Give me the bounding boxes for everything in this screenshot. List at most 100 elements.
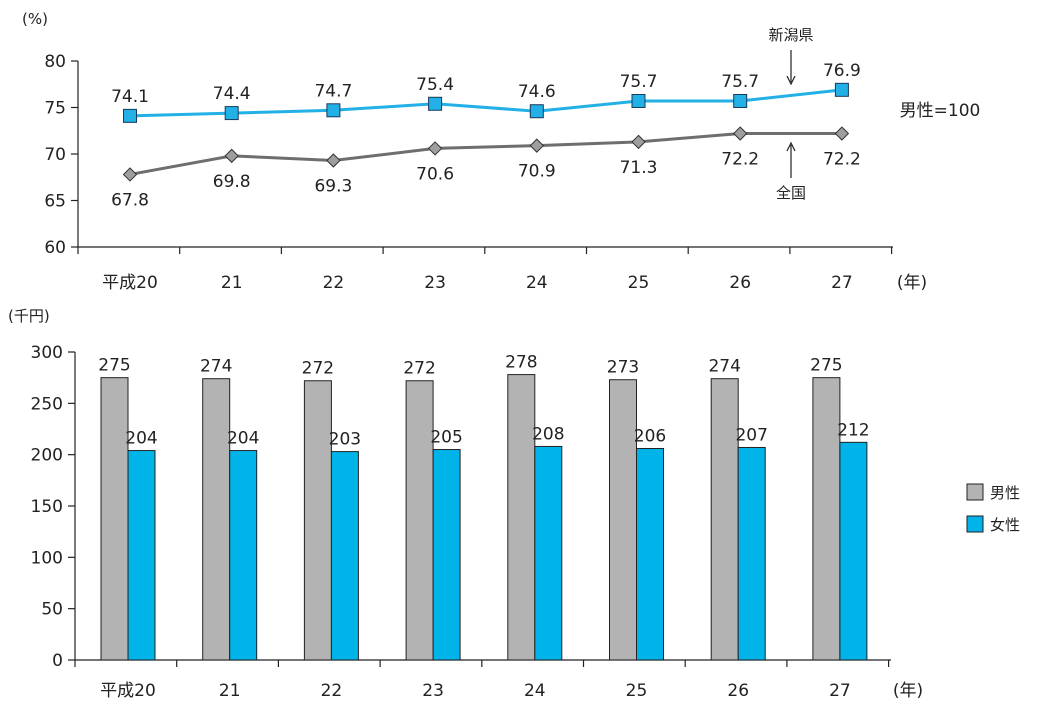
data-point-diamond: [122, 167, 138, 182]
bar-value-label: 204: [125, 429, 157, 449]
bar-chart-x-unit-label: (年): [893, 681, 923, 701]
bar: [839, 441, 868, 661]
bar-chart-y-tick-label: 100: [31, 548, 63, 568]
bar-value-label: 204: [227, 429, 259, 449]
bar-chart-x-tick-label: 24: [524, 681, 546, 701]
data-label: 75.7: [721, 72, 759, 92]
bar-value-label: 274: [708, 357, 740, 377]
bar-value-label: 272: [302, 359, 334, 379]
bar-chart-x-tick-label: 22: [321, 681, 343, 701]
bar-chart-x-tick-label: 26: [727, 681, 749, 701]
line-chart-y-tick-label: 65: [44, 192, 66, 212]
line-chart-y-tick-label: 75: [44, 99, 66, 119]
bar-chart-x-tick-label: 25: [626, 681, 648, 701]
bar-chart-y-tick-label: 150: [31, 497, 63, 517]
bar-chart-x-tick-label: 27: [829, 681, 851, 701]
bar-value-label: 212: [837, 420, 869, 440]
data-point-square: [224, 106, 239, 121]
series-annotations: 新潟県 全国: [768, 26, 813, 202]
series-line: [129, 88, 843, 118]
legend-swatch-female: [966, 515, 984, 533]
data-label: 72.2: [721, 150, 759, 170]
bar-chart-y-tick-label: 0: [52, 651, 63, 671]
data-point-square: [834, 82, 849, 97]
bar: [405, 380, 434, 661]
data-point-square: [123, 108, 137, 123]
line-chart-x-unit-label: (年): [897, 273, 927, 293]
bar-value-label: 278: [505, 353, 537, 373]
bar: [534, 445, 563, 661]
bar-value-label: 274: [200, 357, 232, 377]
data-label: 72.2: [823, 150, 861, 170]
data-label: 70.9: [518, 162, 556, 182]
data-label: 75.7: [620, 72, 658, 92]
bar-chart-legend: 男性 女性: [966, 483, 1020, 534]
bar-value-label: 205: [430, 428, 462, 448]
data-label: 69.3: [314, 177, 352, 197]
data-point-square: [529, 104, 544, 119]
bar-value-label: 275: [98, 356, 130, 376]
line-chart-x-tick-label: 25: [628, 273, 650, 293]
line-chart-y-tick-label: 70: [44, 145, 66, 165]
bar: [127, 450, 156, 661]
data-point-diamond: [631, 134, 646, 150]
bar-series-male: 275 274 272 272 278 273 274 275: [98, 353, 843, 661]
data-point-diamond: [834, 126, 850, 141]
line-chart-x-tick-label: 平成20: [102, 273, 158, 293]
line-chart-y-tick-label: 60: [44, 238, 66, 258]
data-point-diamond: [224, 148, 239, 164]
data-label: 69.8: [213, 172, 251, 192]
line-chart-y-tick-label: 80: [44, 52, 66, 72]
line-chart-x-tick-label: 24: [526, 273, 548, 293]
bar: [202, 378, 231, 661]
bar: [303, 380, 332, 661]
line-chart-x-tick-label: 21: [221, 273, 243, 293]
data-point-diamond: [529, 138, 545, 153]
line-series-niigata: 74.1 74.4 74.7 75.4 74.6 75.7 75.7 76.9: [111, 61, 861, 123]
series-name-national: 全国: [776, 184, 806, 202]
data-point-square: [733, 93, 748, 108]
bar-value-label: 272: [403, 359, 435, 379]
data-label: 74.6: [518, 82, 556, 102]
line-chart-x-tick-label: 23: [424, 273, 446, 293]
bar: [710, 378, 739, 661]
bar: [737, 446, 766, 661]
bar-chart-y-tick-label: 250: [31, 394, 63, 414]
arrow-head-national: [786, 141, 796, 152]
bar-value-label: 206: [634, 427, 666, 447]
data-label: 71.3: [620, 158, 658, 178]
data-label: 67.8: [111, 190, 149, 210]
legend-swatch-male: [966, 483, 984, 501]
data-label: 74.4: [213, 84, 251, 104]
bar-series-female: 204 204 203 205 208 206 207 212: [125, 420, 870, 661]
bar: [229, 450, 258, 661]
bar: [812, 377, 841, 661]
data-label: 74.1: [111, 87, 149, 107]
bar: [432, 449, 461, 661]
data-label: 70.6: [416, 164, 454, 184]
data-point-diamond: [427, 141, 443, 156]
bar-chart-y-unit-label: (千円): [8, 307, 50, 325]
wage-ratio-line-chart: (%) (年) 男性=100 平成20 21 22 23 24 25 26 27 60 65 70…: [22, 10, 980, 293]
series-line: [129, 132, 842, 176]
bar-value-label: 208: [532, 424, 564, 444]
bar: [636, 448, 664, 661]
line-chart-x-tick-label: 26: [729, 273, 751, 293]
bar-chart-y-tick-label: 300: [31, 343, 63, 363]
bar-value-label: 203: [329, 430, 361, 450]
data-point-square: [428, 96, 443, 111]
bar: [507, 374, 536, 661]
data-label: 75.4: [416, 75, 454, 95]
line-chart-x-tick-label: 22: [323, 273, 345, 293]
data-point-diamond: [732, 126, 748, 141]
data-point-square: [326, 103, 341, 118]
bar: [330, 451, 359, 661]
bar-chart-y-tick-label: 200: [31, 446, 63, 466]
line-chart-note-label: 男性=100: [900, 101, 981, 121]
bar-value-label: 207: [735, 425, 767, 445]
line-chart-x-tick-label: 27: [831, 273, 853, 293]
bar: [100, 377, 129, 661]
data-label: 76.9: [823, 61, 861, 81]
line-chart-y-unit-label: (%): [22, 10, 48, 28]
bar-chart-y-tick-label: 50: [41, 600, 63, 620]
